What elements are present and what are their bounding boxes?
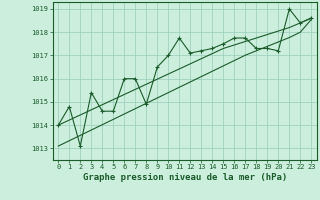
X-axis label: Graphe pression niveau de la mer (hPa): Graphe pression niveau de la mer (hPa) <box>83 173 287 182</box>
